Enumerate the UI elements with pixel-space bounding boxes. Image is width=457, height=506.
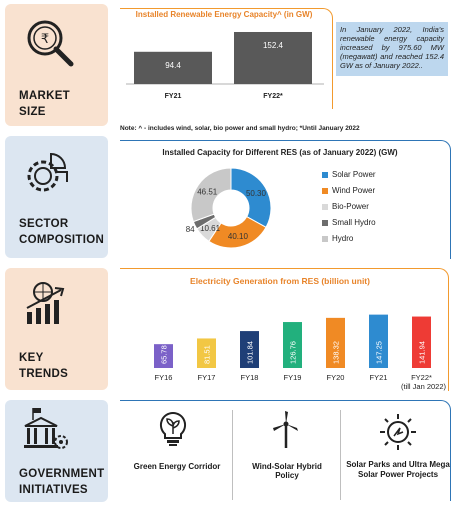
- government-building-icon: [21, 406, 73, 461]
- trend-category-label: FY22*: [411, 373, 432, 382]
- donut-slice-label: 10.61: [200, 224, 221, 233]
- trend-bar-value: 81.51: [203, 345, 212, 364]
- trends-frame: [120, 268, 449, 391]
- rupee-search-icon: ₹: [21, 14, 79, 77]
- section-label-trends: KEY TRENDS: [19, 352, 69, 380]
- donut-slice-label: 40.10: [228, 232, 249, 241]
- market-bar: [234, 31, 312, 84]
- legend-item: Small Hydro: [322, 218, 376, 227]
- market-callout: In January 2022, India's renewable energ…: [336, 22, 448, 76]
- legend-swatch: [322, 171, 328, 178]
- section-label-sector: SECTOR COMPOSITION: [19, 218, 105, 246]
- trend-category-label: FY17: [198, 373, 216, 382]
- legend-swatch: [322, 219, 328, 226]
- legend-item: Hydro: [322, 234, 353, 243]
- initiatives-divider-1: [232, 410, 233, 500]
- initiative-label-wind-solar: Wind-Solar Hybrid Policy: [252, 462, 322, 480]
- section-panel-trends: KEY TRENDS: [5, 268, 108, 390]
- market-category-label: FY22*: [263, 93, 283, 100]
- trend-category-label: FY16: [155, 373, 173, 382]
- svg-text:₹: ₹: [41, 32, 49, 47]
- trend-bar: [412, 316, 431, 368]
- trend-category-label: FY21: [370, 373, 388, 382]
- legend-label: Bio-Power: [332, 202, 369, 211]
- trends-chart-title: Electricity Generation from RES (billion…: [190, 276, 370, 286]
- trend-bar-value: 147.25: [375, 341, 384, 364]
- initiative-label-solar-parks: Solar Parks and Ultra Mega Solar Power P…: [346, 460, 450, 479]
- sun-bulb-icon: [378, 412, 418, 457]
- market-bar-value: 152.4: [263, 41, 284, 50]
- market-note: Note: ^ - includes wind, solar, bio powe…: [120, 125, 360, 132]
- donut-slice-label: 50.30: [246, 189, 267, 198]
- trend-bar: [154, 344, 173, 368]
- trend-category-label: FY19: [284, 373, 302, 382]
- trend-bar: [283, 322, 302, 368]
- legend-item: Bio-Power: [322, 202, 369, 211]
- donut-slice: [190, 167, 232, 223]
- trend-category-label: FY20: [327, 373, 345, 382]
- trend-category-label: FY18: [241, 373, 259, 382]
- trend-bar-value: 65.78: [160, 345, 169, 364]
- legend-swatch: [322, 203, 328, 210]
- initiative-label-green-corridor: Green Energy Corridor: [133, 462, 221, 471]
- legend-item: Solar Power: [322, 170, 376, 179]
- legend-label: Small Hydro: [332, 218, 376, 227]
- gear-pie-icon: [21, 148, 73, 205]
- section-panel-initiatives: GOVERNMENT INITIATIVES: [5, 400, 108, 502]
- section-label-market: MARKET SIZE: [19, 90, 70, 118]
- section-panel-sector: SECTOR COMPOSITION: [5, 136, 108, 258]
- trend-bar: [197, 338, 216, 368]
- trend-bar-value: 141.94: [418, 341, 427, 364]
- market-category-label: FY21: [165, 93, 182, 100]
- market-chart: 94.4 FY21 152.4 FY22*: [126, 31, 324, 100]
- wind-turbine-icon: [268, 410, 304, 455]
- donut-slice: [230, 167, 272, 228]
- growth-chart-icon: [21, 278, 73, 335]
- market-frame: [120, 8, 333, 109]
- legend-item: Wind Power: [322, 186, 375, 195]
- bulb-leaf-icon: [155, 410, 191, 453]
- market-bar: [134, 51, 212, 84]
- trends-chart: 65.78 FY16 81.51 FY17 101.84 FY18 126.76 FY19 13…: [154, 314, 447, 391]
- legend-label: Wind Power: [332, 186, 376, 195]
- section-label-initiatives: GOVERNMENT INITIATIVES: [19, 468, 105, 496]
- sector-donut-chart: 50.30 40.10 10.61 4.84 46.51: [185, 167, 272, 249]
- legend-swatch: [322, 235, 328, 242]
- trend-bar-value: 126.76: [289, 341, 298, 364]
- trend-bar: [326, 317, 345, 368]
- donut-slice-label: 46.51: [197, 187, 218, 196]
- initiatives-divider-2: [340, 410, 341, 500]
- market-bar-value: 94.4: [165, 61, 181, 70]
- section-panel-market: ₹ MARKET SIZE: [5, 4, 108, 126]
- market-chart-title: Installed Renewable Energy Capacity^ (in…: [135, 10, 313, 19]
- legend-label: Hydro: [332, 234, 354, 243]
- trend-category-label-line2: (till Jan 2022): [401, 382, 447, 391]
- legend-swatch: [322, 187, 328, 194]
- trend-bar: [369, 314, 388, 368]
- donut-slice-label: 4.84: [185, 225, 195, 234]
- trend-bar-value: 101.84: [246, 341, 255, 364]
- initiatives-frame: [120, 400, 451, 501]
- sector-chart-title: Installed Capacity for Different RES (as…: [162, 148, 398, 157]
- trend-bar-value: 138.32: [332, 341, 341, 364]
- legend-label: Solar Power: [332, 170, 376, 179]
- sector-legend: Solar Power Wind Power Bio-Power Small Hydr…: [322, 170, 432, 260]
- sector-frame: [120, 140, 451, 259]
- trend-bar: [240, 331, 259, 368]
